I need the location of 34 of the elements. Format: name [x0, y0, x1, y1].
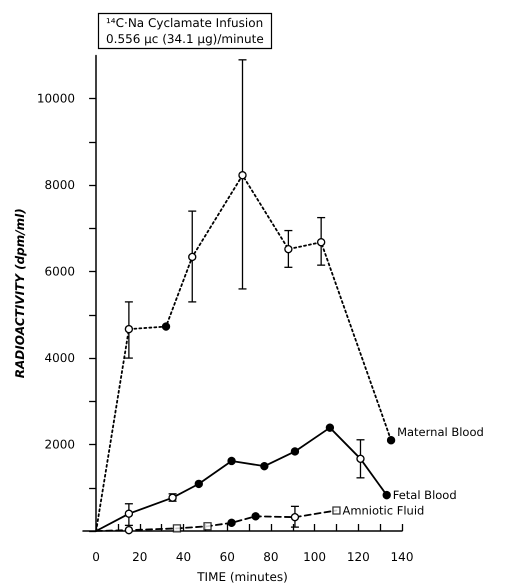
y-tick-label: 10000	[36, 92, 75, 106]
point	[238, 171, 247, 180]
point	[194, 480, 203, 488]
x-tick-label: 140	[390, 550, 414, 564]
point	[382, 490, 391, 500]
series-label: Fetal Blood	[392, 488, 457, 502]
point	[124, 324, 134, 334]
x-tick-label: 120	[346, 550, 370, 564]
chart-subtitle: 0.556 μc (34.1 μg)/minute	[106, 32, 264, 46]
point	[317, 238, 326, 246]
point	[332, 506, 341, 515]
x-tick-label: 60	[220, 550, 235, 564]
point	[227, 456, 236, 466]
y-axis-title: RADIOACTIVITY (dpm/ml)	[12, 208, 27, 378]
x-tick-label: 80	[263, 550, 279, 564]
y-tick-label: 6000	[44, 264, 75, 279]
y-tick-label: 2000	[44, 438, 75, 452]
chart-title: ¹⁴C·Na Cyclamate Infusion	[106, 16, 264, 30]
x-tick-label: 100	[303, 550, 326, 564]
x-tick-label: 0	[92, 550, 100, 564]
point	[188, 252, 196, 262]
point	[290, 447, 300, 456]
x-tick-label: 40	[176, 550, 192, 564]
x-tick-label: 20	[132, 550, 148, 564]
point	[284, 245, 293, 254]
point	[260, 462, 268, 470]
series-label: Maternal Blood	[397, 425, 484, 440]
y-tick-label: 4000	[44, 351, 75, 366]
point	[203, 522, 212, 530]
y-tick-label: 8000	[44, 178, 75, 192]
point	[172, 524, 182, 533]
series-label: Amniotic Fluid	[342, 503, 424, 518]
point	[326, 424, 334, 432]
x-axis-title: TIME (minutes)	[196, 570, 288, 584]
